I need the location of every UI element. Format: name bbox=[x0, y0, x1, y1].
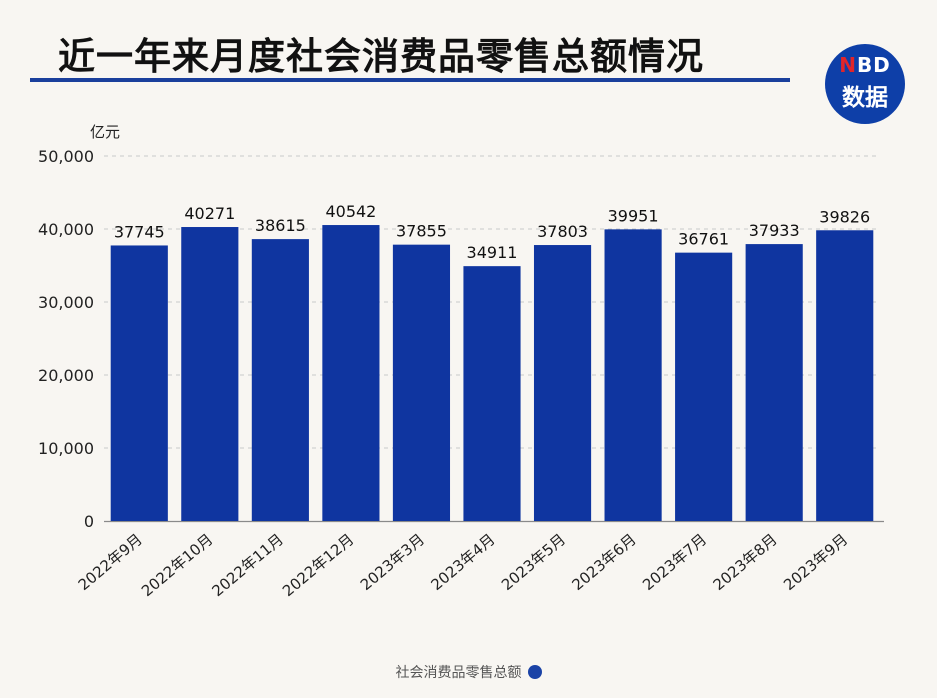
bar bbox=[745, 244, 803, 521]
legend: 社会消费品零售总额 bbox=[0, 662, 937, 682]
bar bbox=[181, 227, 239, 521]
data-label: 39951 bbox=[608, 206, 659, 225]
y-axis-unit-label: 亿元 bbox=[90, 123, 120, 141]
x-tick-label: 2023年4月 bbox=[427, 530, 498, 594]
data-label: 37745 bbox=[114, 222, 165, 241]
y-tick-label: 40,000 bbox=[38, 220, 94, 239]
data-label: 38615 bbox=[255, 216, 306, 235]
legend-marker bbox=[527, 665, 542, 679]
bar bbox=[816, 230, 874, 521]
bar bbox=[251, 239, 309, 521]
data-label: 39826 bbox=[819, 207, 870, 226]
y-tick-label: 0 bbox=[84, 512, 94, 531]
logo-bd: BD bbox=[856, 53, 891, 77]
data-label: 34911 bbox=[467, 243, 518, 262]
x-tick-label: 2023年8月 bbox=[710, 530, 781, 594]
logo-n: N bbox=[839, 53, 857, 77]
page-title: 近一年来月度社会消费品零售总额情况 bbox=[58, 35, 704, 78]
data-label: 37933 bbox=[749, 221, 800, 240]
bar bbox=[533, 245, 592, 522]
x-tick-label: 2023年9月 bbox=[780, 530, 851, 594]
bar bbox=[110, 245, 168, 522]
data-label: 36761 bbox=[678, 230, 729, 249]
nbd-logo: NBD 数据 bbox=[825, 44, 905, 124]
y-tick-label: 30,000 bbox=[38, 293, 94, 312]
x-tick-label: 2022年12月 bbox=[279, 530, 357, 600]
x-tick-label: 2022年10月 bbox=[138, 530, 216, 600]
bar bbox=[392, 244, 451, 521]
x-tick-label: 2023年6月 bbox=[569, 530, 640, 594]
bar bbox=[675, 252, 733, 521]
legend-label: 社会消费品零售总额 bbox=[395, 665, 522, 681]
bar bbox=[322, 225, 380, 521]
x-tick-label: 2023年5月 bbox=[498, 530, 569, 594]
x-tick-label: 2022年11月 bbox=[209, 530, 287, 600]
data-label: 37855 bbox=[396, 222, 447, 241]
logo-data: 数据 bbox=[842, 85, 888, 111]
x-tick-label: 2022年9月 bbox=[75, 530, 146, 594]
data-label: 40542 bbox=[325, 202, 376, 221]
y-tick-label: 20,000 bbox=[38, 366, 94, 385]
y-tick-label: 10,000 bbox=[38, 439, 94, 458]
y-tick-label: 50,000 bbox=[38, 147, 94, 166]
data-label: 40271 bbox=[184, 204, 235, 223]
title-underline bbox=[30, 78, 790, 82]
bar bbox=[463, 266, 521, 521]
bar bbox=[604, 229, 662, 521]
data-label: 37803 bbox=[537, 222, 588, 241]
x-tick-label: 2023年7月 bbox=[639, 530, 710, 594]
x-tick-label: 2023年3月 bbox=[357, 530, 428, 594]
